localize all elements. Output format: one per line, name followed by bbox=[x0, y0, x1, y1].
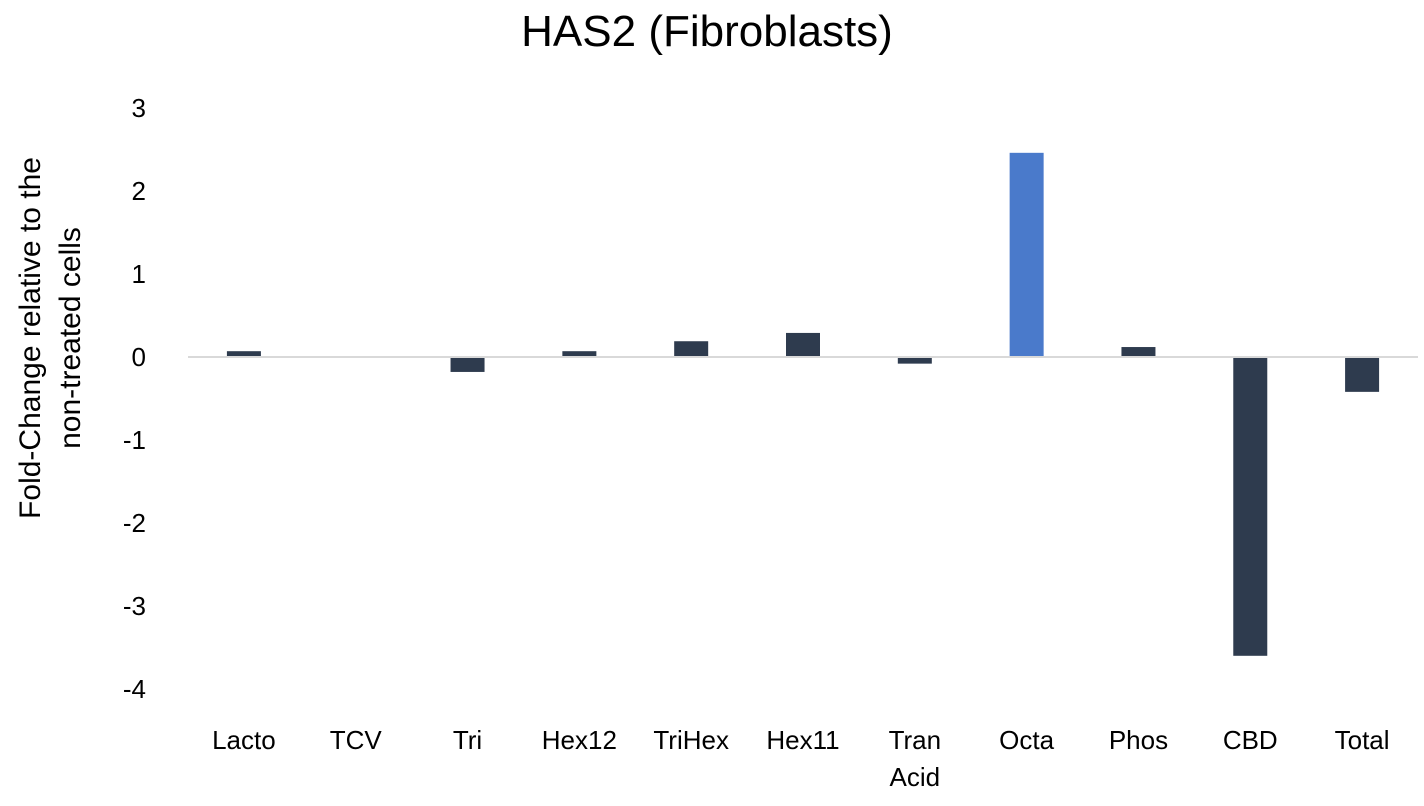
x-tick-label: Lacto bbox=[212, 725, 276, 755]
y-tick-label: 2 bbox=[132, 176, 146, 206]
y-axis-label-line-2: non-treated cells bbox=[54, 227, 87, 449]
bar bbox=[1121, 347, 1156, 357]
x-tick-label: Acid bbox=[890, 762, 941, 792]
y-axis-label-line-1: Fold-Change relative to the bbox=[14, 157, 47, 519]
x-tick-label: CBD bbox=[1223, 725, 1278, 755]
y-tick-label: -1 bbox=[123, 425, 146, 455]
y-tick-label: -3 bbox=[123, 591, 146, 621]
bars bbox=[226, 152, 1380, 656]
y-tick-label: 3 bbox=[132, 93, 146, 123]
y-tick-label: -4 bbox=[123, 674, 146, 704]
x-tick-label: Octa bbox=[999, 725, 1054, 755]
bar bbox=[1009, 152, 1044, 357]
bar bbox=[226, 351, 261, 357]
x-tick-label: Hex12 bbox=[542, 725, 617, 755]
y-axis-label: Fold-Change relative to the non-treated … bbox=[14, 157, 87, 519]
x-tick-label: TriHex bbox=[653, 725, 729, 755]
x-axis-ticks: Lacto TCV Tri Hex12 TriHex Hex11 Tran Acid Octa P… bbox=[212, 725, 1389, 792]
bar bbox=[897, 357, 932, 364]
bar bbox=[562, 351, 597, 357]
x-tick-label: Tran bbox=[889, 725, 942, 755]
x-tick-label: Total bbox=[1335, 725, 1390, 755]
x-tick-label: Phos bbox=[1109, 725, 1168, 755]
x-tick-label: Tri bbox=[453, 725, 482, 755]
y-tick-label: -2 bbox=[123, 508, 146, 538]
bar bbox=[1345, 357, 1380, 392]
bar bbox=[786, 332, 820, 357]
x-tick-label: TCV bbox=[330, 725, 383, 755]
y-tick-label: 0 bbox=[132, 342, 146, 372]
y-tick-label: 1 bbox=[132, 259, 146, 289]
bar bbox=[1233, 357, 1268, 656]
bar bbox=[674, 341, 709, 357]
chart-title: HAS2 (Fibroblasts) bbox=[521, 7, 893, 56]
x-tick-label: Hex11 bbox=[766, 725, 839, 755]
bar bbox=[450, 357, 485, 372]
y-axis-ticks: 3 2 1 0 -1 -2 -3 -4 bbox=[123, 93, 146, 704]
